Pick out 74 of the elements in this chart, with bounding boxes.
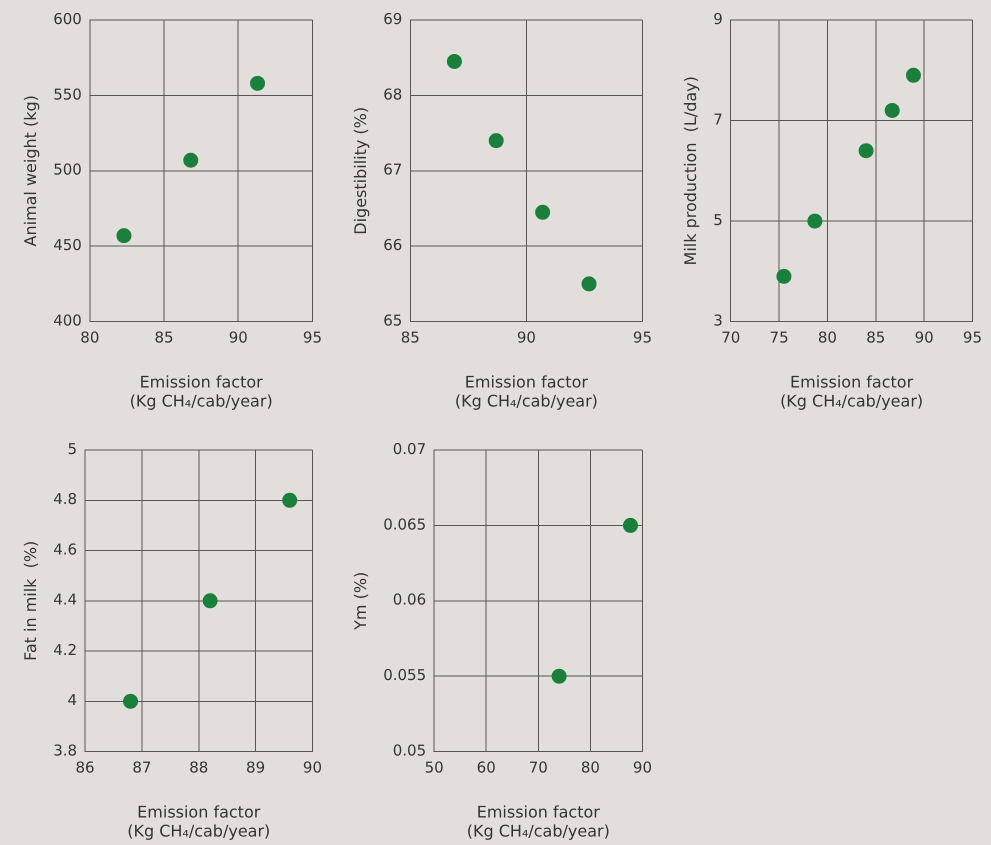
point <box>446 54 462 69</box>
x-tick-label: 50 <box>424 758 444 776</box>
x-tick-label: 70 <box>721 328 740 346</box>
point <box>183 152 198 168</box>
x-tick-label: 85 <box>400 328 420 346</box>
y-tick-label: 0.055 <box>383 666 426 684</box>
x-tick-label: 80 <box>80 328 100 346</box>
y-tick-label: 600 <box>53 10 82 28</box>
point <box>807 214 822 229</box>
y-tick-label: 3.8 <box>53 741 78 760</box>
x-tick-label: 88 <box>189 758 208 776</box>
y-axis-title: Digestibility (%) <box>350 106 370 235</box>
y-tick-label: 7 <box>713 110 723 128</box>
y-tick-label: 0.05 <box>392 741 426 760</box>
y-tick-label: 66 <box>383 236 402 254</box>
y-tick-label: 4.2 <box>53 640 78 659</box>
y-tick-label: 400 <box>53 311 82 330</box>
point <box>282 492 298 508</box>
x-tick-label: 95 <box>632 328 652 346</box>
x-tick-label: 75 <box>770 328 789 346</box>
x-tick-label: 95 <box>302 328 322 346</box>
y-tick-label: 9 <box>713 10 723 28</box>
x-axis-title: Emission factor (Kg CH₄/cab/year) <box>466 802 610 841</box>
x-tick-label: 86 <box>76 758 95 776</box>
point <box>535 204 550 220</box>
y-tick-label: 69 <box>383 10 402 28</box>
y-tick-label: 4 <box>68 691 78 710</box>
y-axis-title: Animal weight (kg) <box>20 95 40 246</box>
x-tick-label: 89 <box>246 758 266 776</box>
y-tick-label: 0.07 <box>392 440 426 458</box>
y-tick-label: 3 <box>713 311 723 330</box>
point <box>116 228 132 244</box>
x-tick-label: 90 <box>302 758 322 776</box>
y-axis-title: Milk production (L/day) <box>680 76 700 266</box>
y-tick-label: 5 <box>68 440 78 458</box>
x-tick-label: 95 <box>962 328 982 346</box>
y-tick-label: 0.06 <box>392 590 426 609</box>
point <box>488 133 504 148</box>
y-tick-label: 4.6 <box>53 540 78 558</box>
x-axis-title: Emission factor (Kg CH₄/cab/year) <box>130 372 273 411</box>
y-tick-label: 4.4 <box>53 590 78 609</box>
point <box>776 268 792 284</box>
x-tick-label: 80 <box>580 758 600 776</box>
x-axis-title: Emission factor (Kg CH₄/cab/year) <box>454 372 598 411</box>
y-tick-label: 550 <box>53 85 82 104</box>
x-tick-label: 90 <box>914 328 934 346</box>
x-tick-label: 70 <box>528 758 548 776</box>
point <box>582 276 597 292</box>
point <box>906 68 921 83</box>
point <box>123 694 138 709</box>
y-axis-title: Fat in milk (%) <box>20 540 40 661</box>
point <box>884 102 900 118</box>
x-tick-label: 60 <box>476 758 496 776</box>
y-tick-label: 500 <box>53 160 82 179</box>
y-tick-label: 4.8 <box>53 490 78 508</box>
y-tick-label: 68 <box>383 85 402 104</box>
x-tick-label: 87 <box>132 758 152 776</box>
x-axis-title: Emission factor (Kg CH₄/cab/year) <box>127 802 270 841</box>
y-tick-label: 450 <box>53 236 82 254</box>
y-tick-label: 0.065 <box>383 515 426 534</box>
y-tick-label: 67 <box>383 160 402 179</box>
y-tick-label: 5 <box>713 210 723 229</box>
y-axis-title: Ym (%) <box>350 572 370 631</box>
point <box>250 76 266 91</box>
point <box>202 593 218 608</box>
x-tick-label: 90 <box>228 328 248 346</box>
x-axis-title: Emission factor (Kg CH₄/cab/year) <box>780 372 924 411</box>
x-tick-label: 90 <box>632 758 652 776</box>
x-tick-label: 85 <box>866 328 886 346</box>
x-tick-label: 85 <box>154 328 174 346</box>
x-tick-label: 90 <box>516 328 536 346</box>
x-tick-label: 80 <box>818 328 837 346</box>
point <box>858 143 874 158</box>
y-tick-label: 65 <box>383 311 402 330</box>
